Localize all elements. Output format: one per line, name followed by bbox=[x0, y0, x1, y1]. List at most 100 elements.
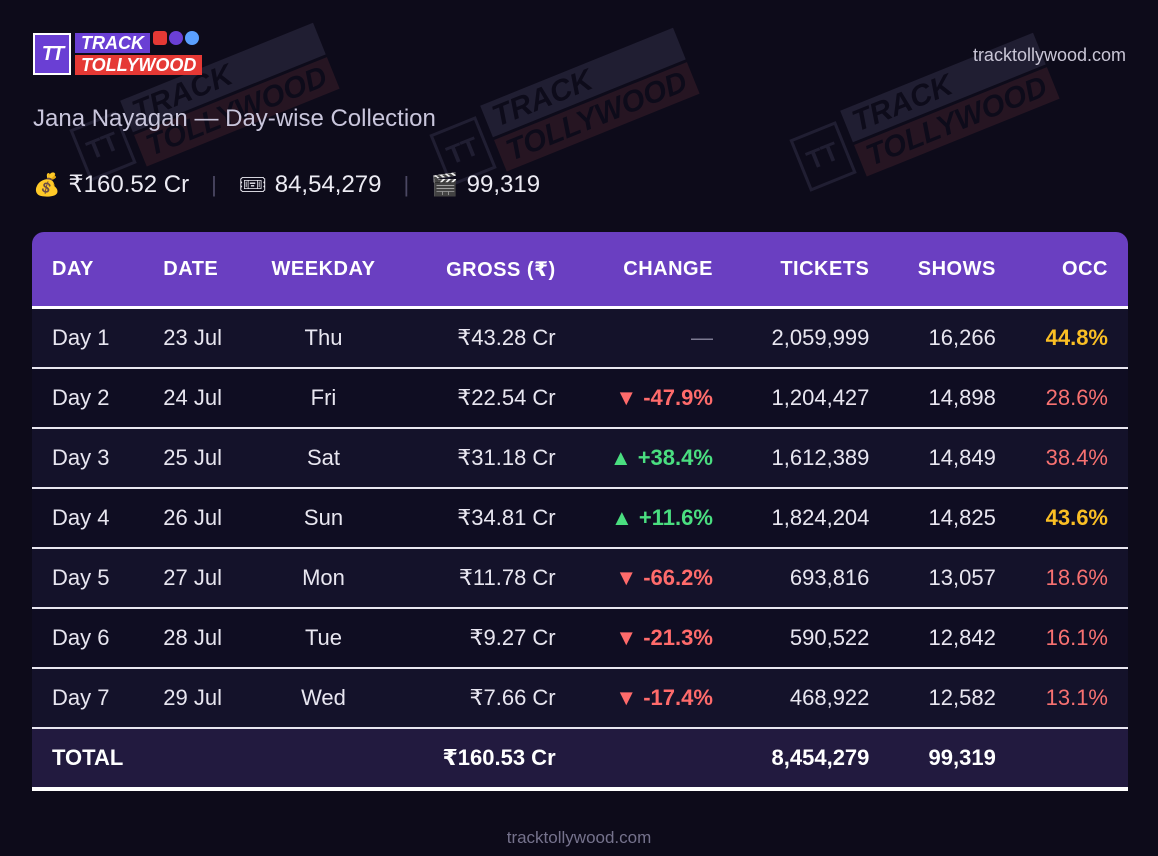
divider: | bbox=[211, 171, 217, 197]
table-row[interactable]: Day 7 29 Jul Wed ₹7.66 Cr ▼ -17.4% 468,922 12,… bbox=[32, 668, 1128, 729]
site-url-top[interactable]: tracktollywood.com bbox=[972, 45, 1126, 65]
cell-gross: ₹43.28 Cr bbox=[400, 307, 576, 369]
cell-date: 24 Jul bbox=[143, 368, 247, 429]
cell-date: 28 Jul bbox=[143, 608, 247, 669]
tickets-total: 84,54,279 bbox=[274, 170, 382, 198]
total-empty-cell bbox=[575, 728, 733, 791]
table-header-row: DAY DATE WEEKDAY GROSS (₹) CHANGE TICKET… bbox=[32, 232, 1128, 309]
cell-weekday: Thu bbox=[246, 307, 401, 369]
total-tickets: 8,454,279 bbox=[732, 728, 890, 791]
cell-shows: 16,266 bbox=[889, 307, 1016, 369]
cell-day: Day 1 bbox=[32, 307, 144, 369]
cell-change: ▼ -66.2% bbox=[575, 548, 733, 609]
brand-logo[interactable]: TT TRACK TOLLYWOOD bbox=[33, 31, 203, 75]
cell-shows: 14,898 bbox=[889, 368, 1016, 429]
cell-occ: 16.1% bbox=[1015, 608, 1128, 669]
table-row[interactable]: Day 3 25 Jul Sat ₹31.18 Cr ▲ +38.4% 1,612,389… bbox=[32, 428, 1128, 489]
cell-day: Day 6 bbox=[32, 608, 144, 669]
total-shows: 99,319 bbox=[889, 728, 1016, 791]
cell-tickets: 2,059,999 bbox=[732, 307, 890, 369]
column-header-tickets[interactable]: TICKETS bbox=[732, 232, 890, 309]
logo-line-tollywood: TOLLYWOOD bbox=[75, 55, 203, 75]
cell-occ: 43.6% bbox=[1015, 488, 1128, 549]
cell-day: Day 7 bbox=[32, 668, 144, 729]
cell-change: — bbox=[575, 307, 733, 369]
tickets-stat: 🎟 84,54,279 bbox=[239, 171, 382, 199]
gross-stat: 💰 ₹160.52 Cr bbox=[33, 170, 189, 199]
logo-line-track: TRACK bbox=[75, 33, 150, 53]
money-bag-icon: 💰 bbox=[33, 171, 61, 197]
watermark-logo-line2: TOLLYWOOD bbox=[494, 62, 700, 172]
shows-total: 99,319 bbox=[466, 170, 541, 198]
total-empty-cell bbox=[143, 728, 247, 791]
column-header-gross[interactable]: GROSS (₹) bbox=[400, 232, 576, 309]
cell-occ: 18.6% bbox=[1015, 548, 1128, 609]
total-label: TOTAL bbox=[32, 728, 144, 791]
total-row: TOTAL ₹160.53 Cr 8,454,279 99,319 bbox=[32, 728, 1128, 791]
cell-gross: ₹7.66 Cr bbox=[400, 668, 576, 729]
cell-shows: 14,849 bbox=[889, 428, 1016, 489]
watermark-logo-mark: TT bbox=[789, 120, 857, 192]
column-header-change[interactable]: CHANGE bbox=[575, 232, 733, 309]
cell-day: Day 3 bbox=[32, 428, 144, 489]
column-header-date[interactable]: DATE bbox=[143, 232, 247, 309]
cell-occ: 38.4% bbox=[1015, 428, 1128, 489]
cell-weekday: Wed bbox=[246, 668, 401, 729]
table-row[interactable]: Day 4 26 Jul Sun ₹34.81 Cr ▲ +11.6% 1,824,204… bbox=[32, 488, 1128, 549]
cell-shows: 12,842 bbox=[889, 608, 1016, 669]
cell-gross: ₹31.18 Cr bbox=[400, 428, 576, 489]
cell-day: Day 5 bbox=[32, 548, 144, 609]
film-reel-icon bbox=[153, 31, 199, 45]
site-url-bottom[interactable]: tracktollywood.com bbox=[506, 828, 652, 847]
cell-weekday: Sun bbox=[246, 488, 401, 549]
ticket-icon: 🎟 bbox=[238, 171, 267, 197]
table-row[interactable]: Day 6 28 Jul Tue ₹9.27 Cr ▼ -21.3% 590,522 12,… bbox=[32, 608, 1128, 669]
total-empty-cell bbox=[246, 728, 401, 791]
cell-change: ▲ +11.6% bbox=[575, 488, 733, 549]
cell-tickets: 590,522 bbox=[732, 608, 890, 669]
column-header-day[interactable]: DAY bbox=[32, 232, 144, 309]
table-row[interactable]: Day 5 27 Jul Mon ₹11.78 Cr ▼ -66.2% 693,816 13… bbox=[32, 548, 1128, 609]
watermark-logo-line2: TOLLYWOOD bbox=[854, 67, 1060, 177]
cell-weekday: Fri bbox=[246, 368, 401, 429]
column-header-shows[interactable]: SHOWS bbox=[889, 232, 1016, 309]
cell-change: ▼ -17.4% bbox=[575, 668, 733, 729]
cell-shows: 14,825 bbox=[889, 488, 1016, 549]
cell-weekday: Mon bbox=[246, 548, 401, 609]
cell-day: Day 2 bbox=[32, 368, 144, 429]
column-header-occ[interactable]: OCC bbox=[1015, 232, 1128, 309]
collection-table: DAY DATE WEEKDAY GROSS (₹) CHANGE TICKET… bbox=[32, 232, 1128, 791]
collection-table-container: DAY DATE WEEKDAY GROSS (₹) CHANGE TICKET… bbox=[32, 232, 1128, 791]
cell-gross: ₹22.54 Cr bbox=[400, 368, 576, 429]
watermark: TT TRACK TOLLYWOOD bbox=[426, 27, 700, 194]
table-row[interactable]: Day 2 24 Jul Fri ₹22.54 Cr ▼ -47.9% 1,204,427… bbox=[32, 368, 1128, 429]
cell-occ: 28.6% bbox=[1015, 368, 1128, 429]
page-title: Jana Nayagan — Day-wise Collection bbox=[33, 105, 436, 132]
cell-date: 25 Jul bbox=[143, 428, 247, 489]
cell-change: ▲ +38.4% bbox=[575, 428, 733, 489]
cell-date: 26 Jul bbox=[143, 488, 247, 549]
watermark-logo-line1: TRACK bbox=[480, 27, 686, 138]
divider: | bbox=[403, 171, 410, 197]
cell-shows: 12,582 bbox=[889, 668, 1016, 729]
cell-tickets: 693,816 bbox=[732, 548, 890, 609]
cell-occ: 13.1% bbox=[1015, 668, 1128, 729]
cell-tickets: 1,824,204 bbox=[732, 488, 890, 549]
column-header-weekday[interactable]: WEEKDAY bbox=[246, 232, 401, 309]
cell-change: ▼ -21.3% bbox=[575, 608, 733, 669]
logo-mark: TT bbox=[33, 33, 71, 75]
cell-weekday: Sat bbox=[246, 428, 401, 489]
total-empty-cell bbox=[1015, 728, 1128, 791]
cell-gross: ₹34.81 Cr bbox=[400, 488, 576, 549]
cell-tickets: 1,204,427 bbox=[732, 368, 890, 429]
cell-tickets: 468,922 bbox=[732, 668, 890, 729]
cell-gross: ₹9.27 Cr bbox=[400, 608, 576, 669]
summary-stats: 💰 ₹160.52 Cr | 🎟 84,54,279 | 🎬 99,319 bbox=[33, 170, 540, 199]
table-row[interactable]: Day 1 23 Jul Thu ₹43.28 Cr —2,059,999 16,266 4… bbox=[32, 307, 1128, 369]
cell-date: 29 Jul bbox=[143, 668, 247, 729]
cell-tickets: 1,612,389 bbox=[732, 428, 890, 489]
cell-shows: 13,057 bbox=[889, 548, 1016, 609]
clapperboard-icon: 🎬 bbox=[431, 171, 459, 197]
cell-gross: ₹11.78 Cr bbox=[400, 548, 576, 609]
cell-date: 27 Jul bbox=[143, 548, 247, 609]
